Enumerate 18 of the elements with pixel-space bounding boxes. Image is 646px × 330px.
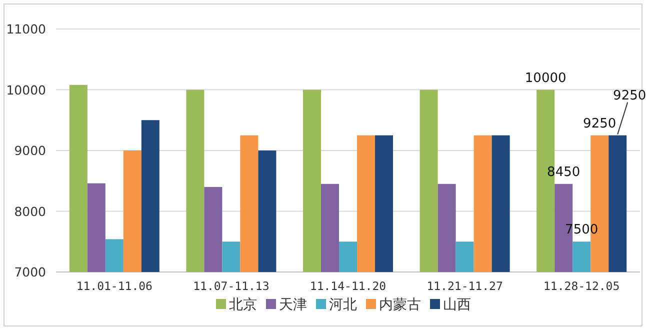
legend-label: 山西 [443,297,471,313]
y-tick-label: 10000 [6,82,46,98]
data-label: 9250 [583,116,616,132]
legend-label: 河北 [329,297,357,313]
y-tick-label: 7000 [14,264,46,280]
x-tick-label: 11.01-11.06 [76,279,153,293]
legend-label: 北京 [229,297,257,313]
x-tick-label: 11.21-11.27 [426,279,503,293]
y-tick-label: 11000 [6,22,46,36]
data-label: 10000 [524,70,566,86]
y-tick-label: 9000 [14,143,46,158]
legend-label: 天津 [279,297,307,313]
x-tick-label: 11.07-11.13 [193,279,270,293]
data-label: 9250 [613,88,646,104]
x-tick-label: 11.14-11.20 [310,279,386,293]
x-tick-label: 11.28-12.05 [544,279,620,293]
y-tick-label: 8000 [14,204,46,219]
legend-label: 内蒙古 [379,297,421,313]
